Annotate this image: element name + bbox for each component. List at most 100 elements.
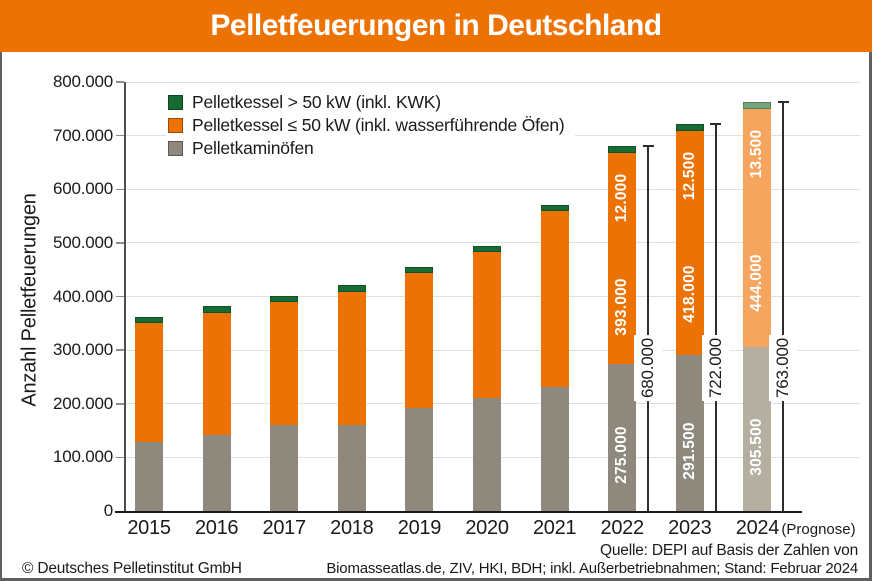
bar-2022-pelletkessel_le_50kw <box>608 152 637 364</box>
x-axis-line <box>115 510 802 513</box>
y-tick-label: 500.000 <box>52 232 113 252</box>
bar-2015-pelletkessel_le_50kw <box>135 322 163 443</box>
bar-2023-label-kaminoefen-text: 291.500 <box>680 422 698 480</box>
y-tick-label: 0 <box>103 501 113 520</box>
legend-label: Pelletkessel > 50 kW (inkl. KWK) <box>192 92 441 112</box>
bar-2017-pelletkaminoefen <box>270 425 299 511</box>
bar-2021-pelletkessel_gt_50kw <box>540 205 569 212</box>
border-left <box>0 52 2 581</box>
copyright-text: © Deutsches Pelletinstitut GmbH <box>22 560 242 577</box>
legend-item-1: Pelletkessel ≤ 50 kW (inkl. wasserführen… <box>168 114 565 137</box>
x-tick-label-2017: 2017 <box>262 517 307 539</box>
bar-2022-pelletkaminoefen <box>608 363 637 511</box>
title-banner: Pelletfeuerungen in Deutschland <box>0 0 872 52</box>
y-tick-label: 100.000 <box>52 447 113 467</box>
y-tick <box>116 81 124 83</box>
y-axis-title-text: Anzahl Pelletfeuerungen <box>18 193 41 407</box>
source-text-line2: Biomasseatlas.de, ZIV, HKI, BDH; inkl. A… <box>326 560 858 577</box>
y-tick-label: 700.000 <box>52 125 113 145</box>
bar-2016-pelletkaminoefen <box>202 434 231 511</box>
bar-2024-label-kaminoefen-text: 305.500 <box>748 418 766 476</box>
gridline <box>117 81 860 83</box>
x-tick-label-2021: 2021 <box>532 517 577 539</box>
bar-2021-pelletkessel_le_50kw <box>540 211 569 387</box>
bar-2023-pelletkaminoefen <box>675 354 704 511</box>
bar-2024-pelletkessel_le_50kw <box>743 109 772 348</box>
y-tick-label: 200.000 <box>52 393 113 413</box>
y-tick <box>116 349 124 351</box>
chart-legend: Pelletkessel > 50 kW (inkl. KWK) Pelletke… <box>166 90 575 162</box>
bar-2017-pelletkessel_le_50kw <box>270 302 299 426</box>
bar-2024-label-kessel-le50-text: 444.000 <box>748 254 766 312</box>
bar-2023-pelletkessel_gt_50kw <box>675 123 704 131</box>
total-label-2024-text: 763.000 <box>769 334 798 402</box>
y-tick-label: 400.000 <box>52 286 113 306</box>
legend-item-0: Pelletkessel > 50 kW (inkl. KWK) <box>168 91 565 114</box>
legend-swatch-icon <box>168 141 183 156</box>
total-marker-cap-2024 <box>777 100 789 103</box>
border-bottom <box>0 578 872 581</box>
bar-2021-pelletkaminoefen <box>540 386 569 511</box>
bar-2019-pelletkessel_le_50kw <box>405 273 434 409</box>
total-marker-cap-2023 <box>710 122 722 125</box>
gridline <box>117 188 860 190</box>
bar-2015-pelletkaminoefen <box>135 442 163 511</box>
bar-2023-label-kessel-gt50-text: 12.500 <box>680 151 698 200</box>
bar-2024-pelletkaminoefen <box>743 347 772 511</box>
bar-2018-pelletkessel_le_50kw <box>337 291 366 426</box>
y-tick-label: 600.000 <box>52 179 113 199</box>
x-tick-suffix-prognose: (Prognose) <box>781 521 856 538</box>
bar-2015-pelletkessel_gt_50kw <box>135 316 163 323</box>
bar-2020-pelletkessel_le_50kw <box>473 251 501 399</box>
bar-2020-pelletkaminoefen <box>473 398 501 511</box>
total-label-2023-text: 722.000 <box>701 334 730 402</box>
total-marker-2022 <box>647 146 650 511</box>
source-text-line1: Quelle: DEPI auf Basis der Zahlen von <box>600 542 858 559</box>
legend-swatch-icon <box>168 118 183 133</box>
total-marker-cap-2022 <box>642 145 654 148</box>
y-tick <box>116 456 124 459</box>
bar-2020-pelletkessel_gt_50kw <box>473 245 501 252</box>
page-title: Pelletfeuerungen in Deutschland <box>210 9 662 42</box>
x-tick-label-2024: 2024 <box>735 517 780 539</box>
total-marker-2024 <box>782 101 785 511</box>
bar-2022-label-kaminoefen-text: 275.000 <box>613 426 631 484</box>
y-tick <box>116 188 124 190</box>
total-marker-2023 <box>714 123 717 511</box>
legend-label: Pelletkessel ≤ 50 kW (inkl. wasserführen… <box>192 115 565 135</box>
y-axis-line <box>124 82 126 511</box>
y-tick <box>116 242 124 244</box>
x-tick-label-2016: 2016 <box>194 517 239 539</box>
x-tick-label-2019: 2019 <box>397 517 442 539</box>
legend-item-2: Pelletkaminöfen <box>168 137 565 160</box>
bar-2022-label-kessel-le50-text: 393.000 <box>613 277 631 336</box>
bar-2016-pelletkessel_gt_50kw <box>202 306 231 313</box>
bar-2019-pelletkaminoefen <box>405 408 434 511</box>
x-tick-label-2020: 2020 <box>465 517 509 539</box>
bar-2023-label-kessel-le50-text: 418.000 <box>680 265 698 323</box>
x-tick-label-2015: 2015 <box>127 517 171 539</box>
y-tick <box>116 134 124 137</box>
bar-2024-label-kessel-gt50-text: 13.500 <box>748 129 766 179</box>
bar-2018-pelletkaminoefen <box>337 425 366 511</box>
bar-2016-pelletkessel_le_50kw <box>202 312 231 435</box>
x-tick-label-2022: 2022 <box>600 517 645 539</box>
y-tick-label: 800.000 <box>52 72 113 91</box>
legend-label: Pelletkaminöfen <box>192 138 314 158</box>
y-tick-label: 300.000 <box>52 340 113 360</box>
bar-2023-pelletkessel_le_50kw <box>675 130 704 355</box>
legend-swatch-icon <box>168 95 183 110</box>
gridline <box>117 242 860 244</box>
border-right <box>869 52 872 581</box>
bar-2018-pelletkessel_gt_50kw <box>337 284 366 292</box>
bar-2022-label-kessel-gt50-text: 12.000 <box>613 173 631 223</box>
total-label-2022-text: 680.000 <box>634 334 663 402</box>
bar-2019-pelletkessel_gt_50kw <box>405 267 434 274</box>
y-tick <box>116 403 124 405</box>
x-tick-label-2023: 2023 <box>668 517 712 539</box>
bar-2022-pelletkessel_gt_50kw <box>608 146 637 153</box>
bar-2024-pelletkessel_gt_50kw <box>743 101 772 110</box>
bar-2017-pelletkessel_gt_50kw <box>270 295 299 303</box>
